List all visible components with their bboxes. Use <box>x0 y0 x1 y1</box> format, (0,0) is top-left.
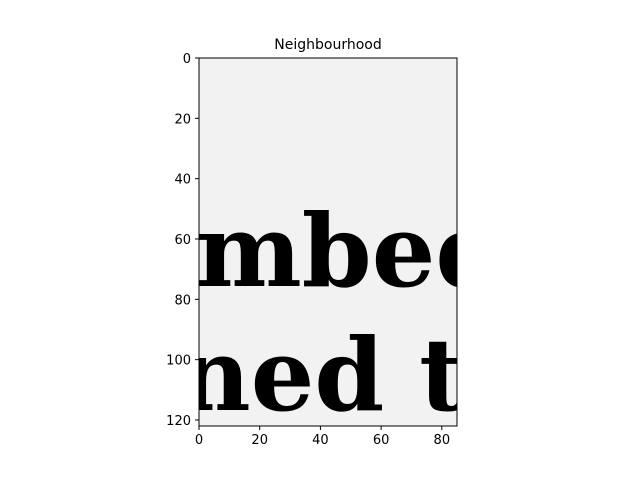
y-tick-label: 20 <box>174 112 191 127</box>
image-text-line-1: mbed <box>196 192 505 310</box>
x-tick-label: 60 <box>373 433 390 448</box>
x-axis: 0 20 40 60 80 <box>195 426 450 448</box>
y-axis: 0 20 40 60 80 100 120 <box>166 52 199 429</box>
y-tick-label: 80 <box>174 293 191 308</box>
axes-frame <box>198 57 458 427</box>
chart-title: Neighbourhood <box>274 37 381 53</box>
y-tick-label: 40 <box>174 173 191 188</box>
x-tick-label: 40 <box>312 433 329 448</box>
image-background <box>199 58 457 426</box>
y-tick-label: 0 <box>183 52 191 67</box>
y-tick-label: 120 <box>166 414 191 429</box>
image-panel: mbed ned to <box>178 58 532 434</box>
x-tick-label: 0 <box>195 433 203 448</box>
x-tick-label: 20 <box>251 433 268 448</box>
image-text-line-2: ned to <box>178 316 532 434</box>
y-tick-label: 60 <box>174 233 191 248</box>
y-tick-label: 100 <box>166 354 191 369</box>
x-tick-label: 80 <box>434 433 451 448</box>
